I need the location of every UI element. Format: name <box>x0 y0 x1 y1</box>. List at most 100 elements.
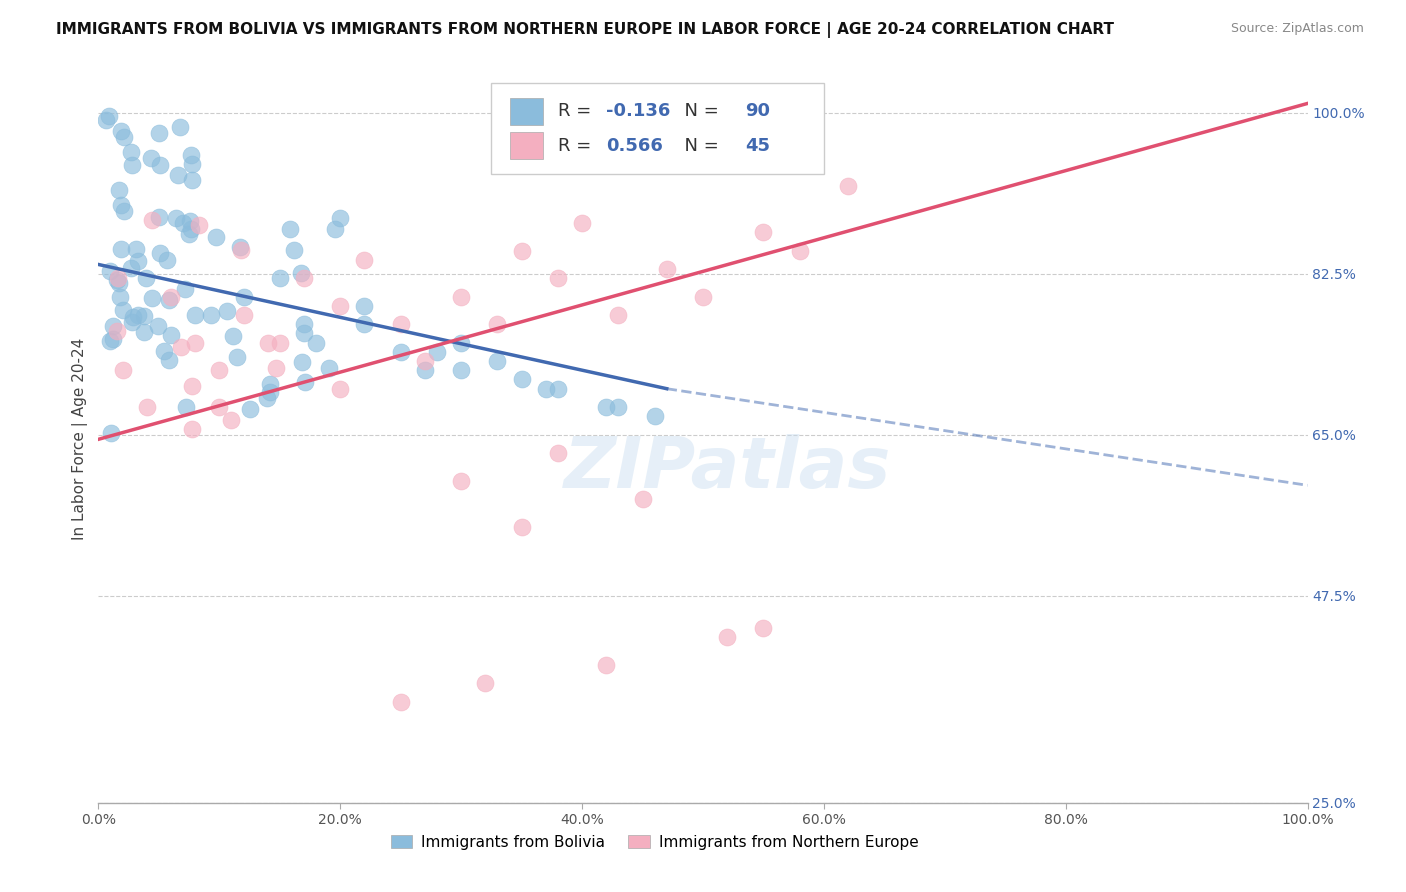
Point <box>450 290 472 304</box>
Point <box>837 179 859 194</box>
Point <box>160 290 183 304</box>
Point <box>110 198 132 212</box>
Point <box>413 363 436 377</box>
Point <box>294 376 316 390</box>
Point <box>108 290 131 304</box>
Point <box>283 243 305 257</box>
Point <box>595 400 617 414</box>
Point <box>181 422 204 436</box>
Point <box>132 326 155 340</box>
Point <box>534 382 557 396</box>
Point <box>124 242 146 256</box>
Point <box>107 183 129 197</box>
Point <box>98 334 121 349</box>
Point <box>172 216 194 230</box>
Text: IMMIGRANTS FROM BOLIVIA VS IMMIGRANTS FROM NORTHERN EUROPE IN LABOR FORCE | AGE : IMMIGRANTS FROM BOLIVIA VS IMMIGRANTS FR… <box>56 22 1114 38</box>
Point <box>225 350 247 364</box>
Point <box>148 127 170 141</box>
Point <box>413 354 436 368</box>
Point <box>221 412 243 426</box>
Y-axis label: In Labor Force | Age 20-24: In Labor Force | Age 20-24 <box>72 338 89 541</box>
Text: R =: R = <box>558 103 598 120</box>
Point <box>139 151 162 165</box>
Point <box>389 318 412 332</box>
Point <box>107 271 129 285</box>
Point <box>179 214 201 228</box>
Point <box>631 492 654 507</box>
FancyBboxPatch shape <box>492 83 824 174</box>
Bar <box>509 132 543 160</box>
Text: -0.136: -0.136 <box>606 103 671 120</box>
Text: N =: N = <box>673 103 724 120</box>
Point <box>389 344 412 359</box>
Point <box>141 291 163 305</box>
Point <box>134 309 156 323</box>
Point <box>450 363 472 377</box>
Point <box>121 315 143 329</box>
Point <box>157 353 180 368</box>
Point <box>571 216 593 230</box>
Point <box>450 335 472 350</box>
Point <box>181 378 204 392</box>
Point <box>318 361 340 376</box>
Point <box>510 520 533 534</box>
Point <box>644 409 666 424</box>
Point <box>292 271 315 285</box>
Point <box>148 318 170 333</box>
Point <box>305 335 328 350</box>
Point <box>155 253 177 268</box>
Point <box>200 309 222 323</box>
Point <box>323 222 346 236</box>
Point <box>256 335 278 350</box>
Point <box>120 260 142 275</box>
Point <box>166 168 188 182</box>
Point <box>111 363 134 377</box>
Point <box>229 239 252 253</box>
Point <box>127 253 149 268</box>
Point <box>101 332 124 346</box>
Point <box>148 210 170 224</box>
Point <box>135 400 157 414</box>
Text: ZIPatlas: ZIPatlas <box>564 434 891 503</box>
Text: 0.566: 0.566 <box>606 136 664 154</box>
Point <box>547 446 569 460</box>
Point <box>208 400 231 414</box>
Point <box>692 290 714 304</box>
Point <box>264 361 287 376</box>
Point <box>789 244 811 258</box>
Point <box>169 120 191 134</box>
Point <box>208 363 231 377</box>
Point <box>256 391 278 405</box>
Point <box>141 213 163 227</box>
Point <box>127 308 149 322</box>
Point <box>239 402 262 417</box>
Point <box>97 109 120 123</box>
Text: 90: 90 <box>745 103 770 120</box>
Point <box>655 262 678 277</box>
Point <box>112 129 135 144</box>
Point <box>353 252 375 267</box>
Point <box>290 266 312 280</box>
Point <box>181 157 204 171</box>
Point <box>217 303 239 318</box>
Point <box>292 326 315 341</box>
Point <box>292 318 315 332</box>
Point <box>111 303 134 318</box>
Point <box>486 318 509 332</box>
Point <box>752 621 775 635</box>
Point <box>716 630 738 644</box>
Point <box>474 676 496 690</box>
Point <box>105 324 128 338</box>
Point <box>232 290 254 304</box>
Point <box>329 299 352 313</box>
Point <box>329 382 352 396</box>
Point <box>547 271 569 285</box>
Point <box>187 219 209 233</box>
Text: R =: R = <box>558 136 598 154</box>
Point <box>510 244 533 258</box>
Point <box>269 271 291 285</box>
Point <box>100 426 122 441</box>
Point <box>353 299 375 313</box>
Point <box>752 225 775 239</box>
Point <box>120 145 142 159</box>
